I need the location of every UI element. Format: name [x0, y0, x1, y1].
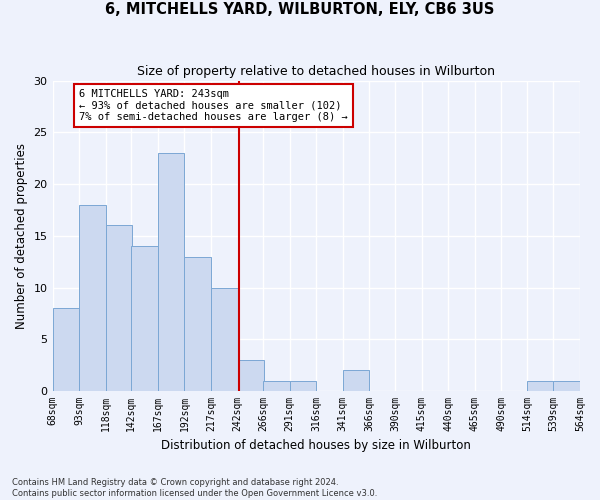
Bar [290, 380, 316, 391]
Title: Size of property relative to detached houses in Wilburton: Size of property relative to detached ho… [137, 65, 495, 78]
Bar [211, 288, 238, 391]
Text: Contains HM Land Registry data © Crown copyright and database right 2024.
Contai: Contains HM Land Registry data © Crown c… [12, 478, 377, 498]
X-axis label: Distribution of detached houses by size in Wilburton: Distribution of detached houses by size … [161, 440, 471, 452]
Bar [131, 246, 158, 391]
Text: 6 MITCHELLS YARD: 243sqm
← 93% of detached houses are smaller (102)
7% of semi-d: 6 MITCHELLS YARD: 243sqm ← 93% of detach… [79, 89, 348, 122]
Bar [553, 380, 580, 391]
Bar [53, 308, 79, 391]
Bar [158, 153, 184, 391]
Bar [527, 380, 553, 391]
Bar [106, 226, 132, 391]
Bar [343, 370, 370, 391]
Bar [263, 380, 290, 391]
Bar [184, 256, 211, 391]
Y-axis label: Number of detached properties: Number of detached properties [15, 143, 28, 329]
Text: 6, MITCHELLS YARD, WILBURTON, ELY, CB6 3US: 6, MITCHELLS YARD, WILBURTON, ELY, CB6 3… [106, 2, 494, 18]
Bar [238, 360, 264, 391]
Bar [79, 205, 106, 391]
